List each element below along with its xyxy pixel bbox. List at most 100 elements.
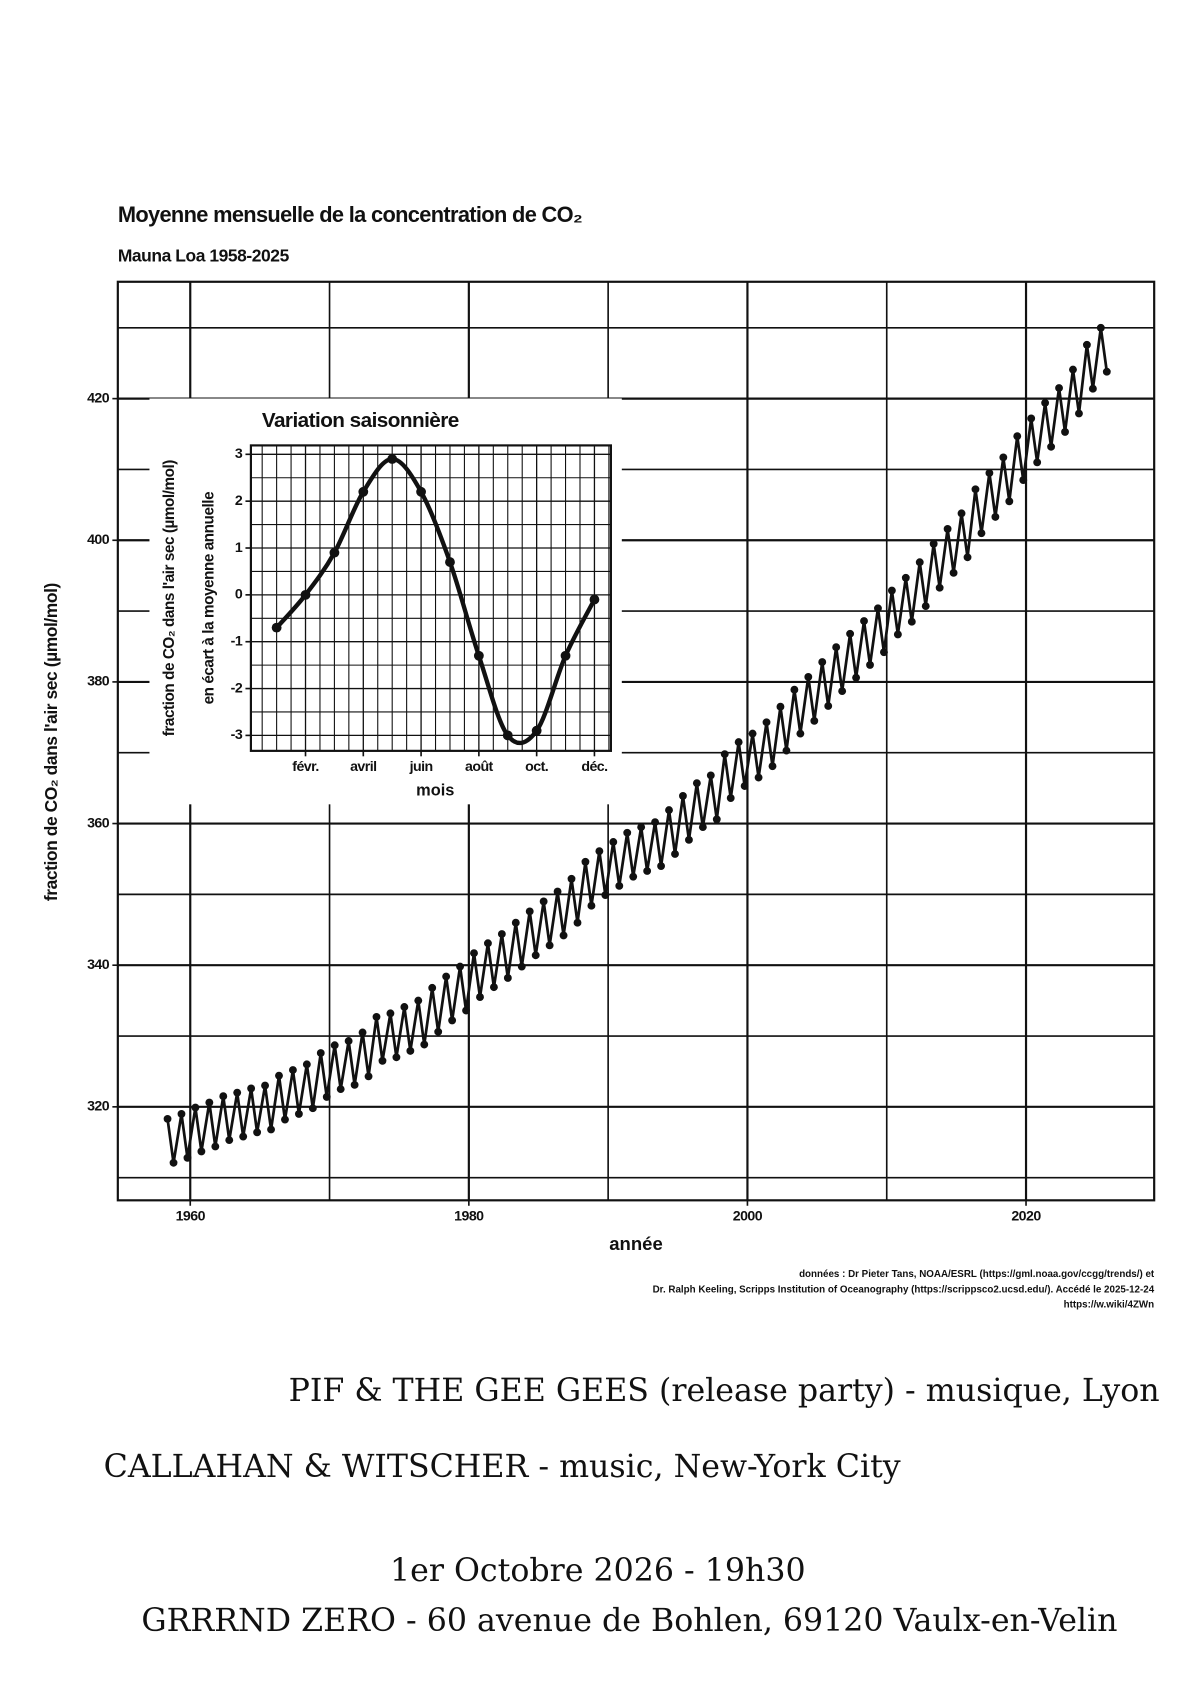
x-tick-label: 1960 — [176, 1208, 206, 1224]
data-point — [567, 874, 576, 883]
data-point — [698, 823, 707, 832]
poster-line: 1er Octobre 2026 - 19h30 — [390, 1553, 806, 1589]
y-tick-label: 0 — [235, 587, 243, 603]
inset-x-label: mois — [416, 782, 454, 800]
data-point — [294, 1109, 303, 1118]
data-point — [302, 1060, 311, 1069]
data-point — [1096, 323, 1105, 332]
data-point — [907, 617, 916, 626]
source: données : Dr Pieter Tans, NOAA/ESRL (htt… — [799, 1269, 1155, 1280]
poster-line: CALLAHAN & WITSCHER - music, New-York Ci… — [104, 1449, 901, 1485]
data-point — [846, 629, 855, 638]
data-point — [350, 1080, 359, 1089]
data-point — [191, 1103, 200, 1112]
data-point — [420, 1040, 429, 1049]
data-point — [804, 673, 813, 681]
data-point — [358, 1028, 367, 1037]
data-point — [288, 1066, 297, 1074]
data-point — [560, 650, 571, 661]
y-tick-label: 3 — [235, 446, 243, 462]
data-point — [308, 1104, 317, 1113]
data-point — [414, 996, 423, 1005]
data-point — [720, 750, 729, 759]
data-point — [275, 1071, 283, 1080]
data-point — [517, 962, 526, 971]
data-point — [470, 949, 478, 958]
data-point — [957, 509, 966, 518]
data-point — [462, 1006, 470, 1015]
data-point — [1013, 432, 1022, 441]
y-tick-label: 420 — [87, 390, 110, 406]
data-point — [893, 630, 902, 639]
data-point — [300, 589, 311, 600]
data-point — [643, 867, 652, 875]
data-point — [247, 1084, 256, 1093]
data-point — [665, 806, 673, 815]
data-point — [233, 1088, 242, 1097]
data-point — [860, 617, 868, 625]
data-point — [281, 1115, 289, 1124]
data-point — [637, 823, 646, 832]
data-point — [712, 815, 721, 824]
data-point — [991, 512, 1000, 521]
data-point — [1027, 414, 1036, 423]
data-point — [985, 469, 994, 477]
x-tick-label: 2020 — [1011, 1208, 1041, 1224]
data-point — [1082, 340, 1091, 349]
data-point — [545, 941, 554, 950]
data-point — [378, 1056, 387, 1065]
data-point — [239, 1132, 248, 1141]
data-point — [1102, 367, 1111, 376]
data-point — [629, 872, 638, 881]
data-point — [1088, 384, 1097, 393]
data-point — [692, 779, 701, 788]
data-point — [824, 702, 833, 710]
data-point — [776, 702, 785, 711]
x-tick-label: févr. — [292, 759, 318, 775]
data-point — [525, 907, 534, 916]
data-point — [852, 673, 861, 682]
data-point — [748, 729, 757, 738]
data-point — [1033, 458, 1042, 467]
data-point — [901, 573, 910, 582]
data-point — [225, 1136, 234, 1145]
data-point — [559, 931, 568, 940]
data-point — [364, 1072, 373, 1081]
data-point — [796, 729, 805, 738]
data-point — [511, 918, 520, 927]
x-tick-label: 2000 — [733, 1208, 763, 1224]
data-point — [473, 650, 484, 661]
data-point — [657, 862, 666, 870]
data-point — [539, 897, 548, 906]
data-point — [754, 773, 763, 782]
data-point — [253, 1128, 262, 1137]
x-tick-label: 1980 — [454, 1208, 484, 1224]
data-point — [261, 1081, 269, 1090]
data-line — [166, 326, 1109, 1165]
data-point — [205, 1098, 214, 1107]
data-point — [448, 1016, 457, 1025]
data-point — [971, 485, 980, 494]
data-point — [943, 525, 952, 533]
data-point — [484, 939, 492, 948]
y-tick-label: -2 — [231, 680, 243, 696]
data-point — [1075, 409, 1083, 418]
y-tick-label: 1 — [235, 540, 243, 556]
data-point — [329, 547, 340, 558]
data-point — [921, 602, 930, 611]
inset-y-label: fraction de CO₂ dans l'air sec (µmol/mol… — [161, 460, 178, 737]
data-point — [416, 486, 426, 497]
data-point — [999, 453, 1008, 462]
data-point — [887, 586, 896, 595]
data-point — [929, 539, 938, 548]
data-point — [810, 716, 819, 725]
data-point — [581, 857, 590, 866]
data-point — [1041, 398, 1050, 407]
data-point — [880, 648, 888, 657]
data-point — [358, 486, 369, 497]
data-point — [587, 901, 596, 910]
data-point — [163, 1114, 172, 1123]
y-tick-label: -3 — [231, 727, 243, 743]
data-point — [271, 622, 282, 633]
